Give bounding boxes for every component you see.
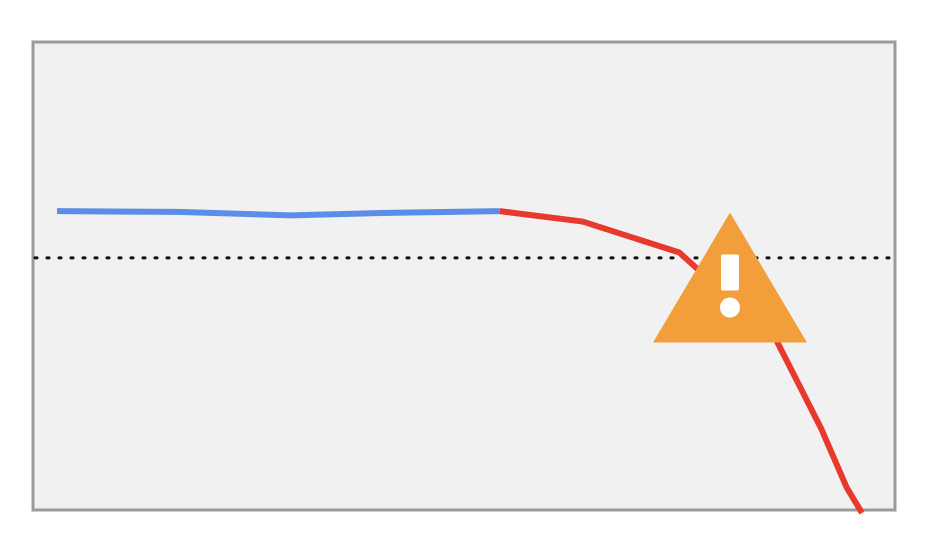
historical-series-line <box>56 208 500 219</box>
chart-marks <box>33 208 895 515</box>
exclamation-bar <box>720 254 739 291</box>
exclamation-dot <box>719 297 740 318</box>
warning-triangle-icon <box>652 212 807 343</box>
